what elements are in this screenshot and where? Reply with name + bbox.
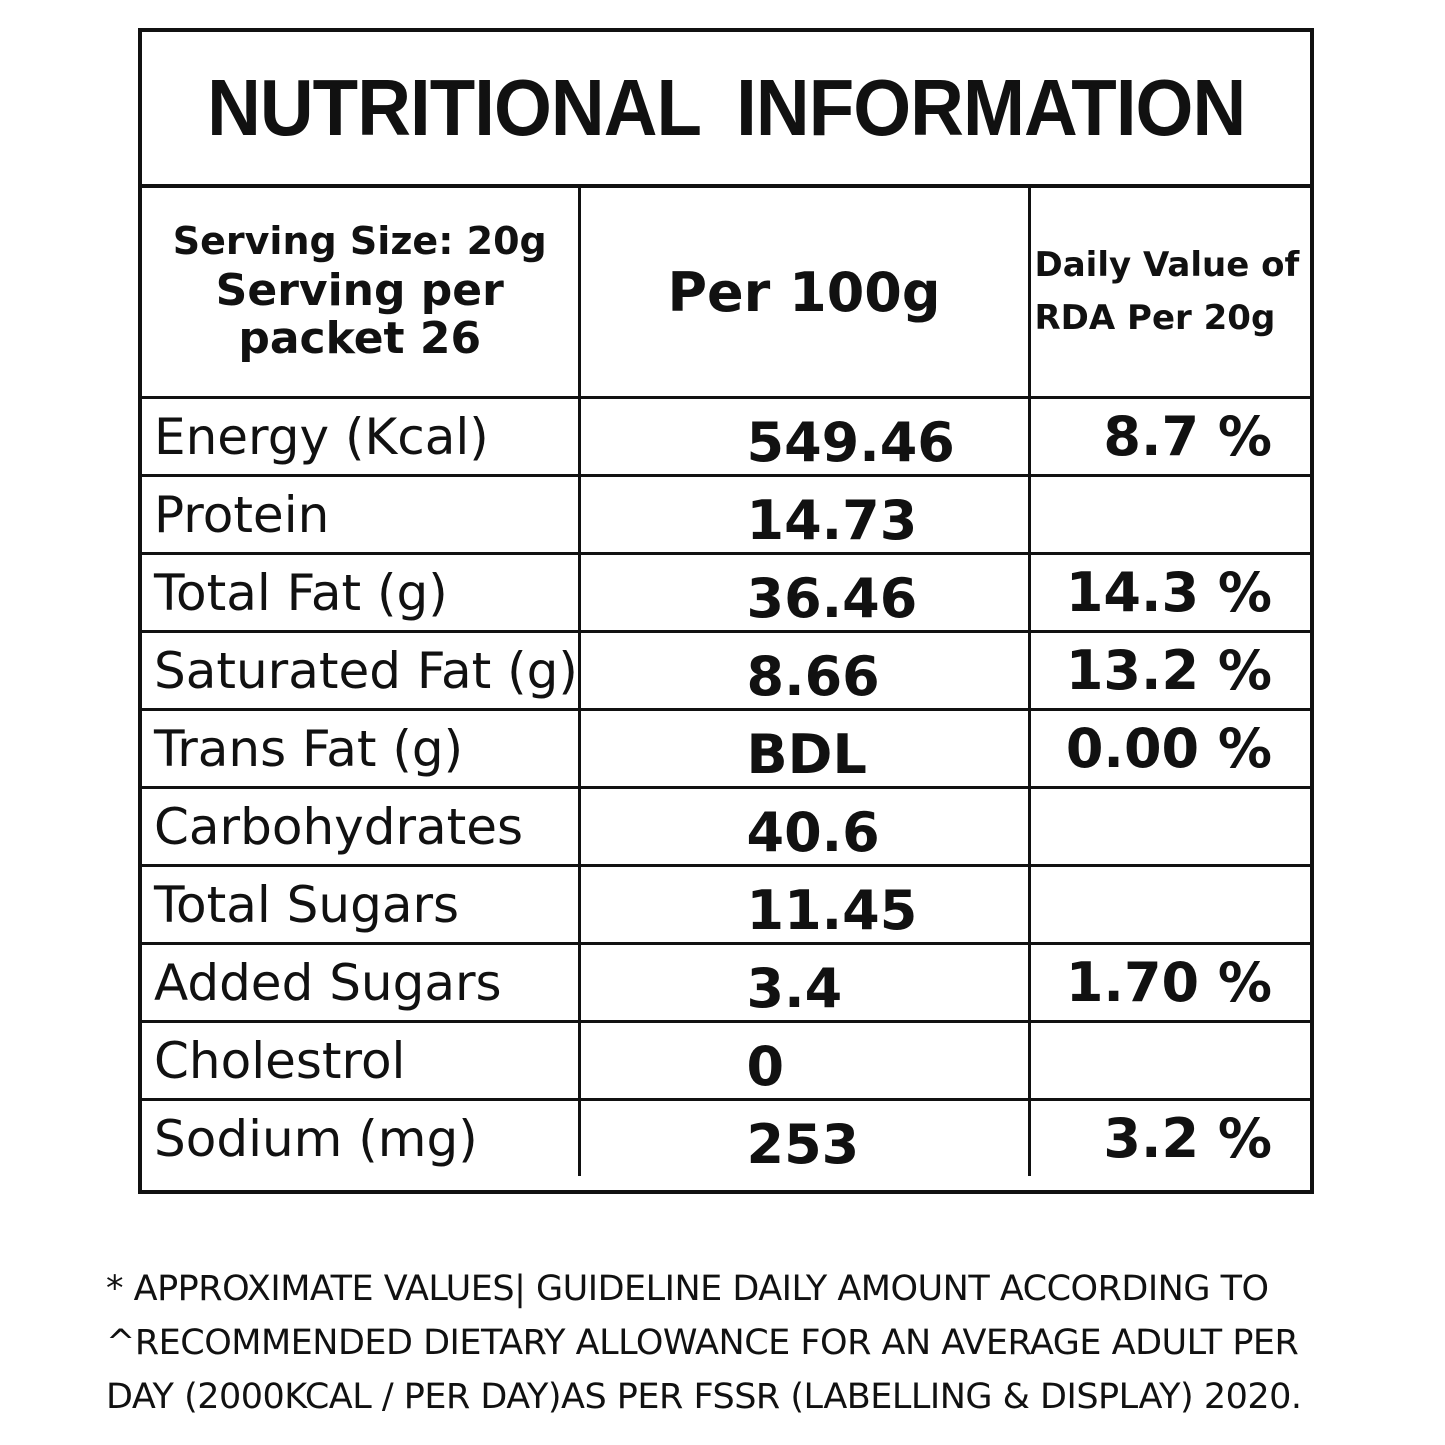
daily-value-header: Daily Value of RDA Per 20g (1027, 188, 1310, 399)
per-100g-header: Per 100g (577, 188, 1031, 399)
servings-per-packet-line1: Serving per (215, 264, 504, 316)
daily-value: 14.3 % (1027, 552, 1310, 633)
per-100g-value: 0 (577, 1020, 1031, 1101)
daily-value (1027, 1020, 1310, 1101)
table-row: Cholestrol 0 (142, 1020, 1310, 1101)
daily-value (1027, 786, 1310, 867)
per-100g-value: 14.73 (577, 474, 1031, 555)
table-row: Added Sugars 3.4 1.70 % (142, 942, 1310, 1023)
daily-value: 3.2 % (1027, 1098, 1310, 1176)
table-header-row: Serving Size: 20g Serving per packet 26 … (142, 188, 1310, 399)
nutrition-label: NUTRITIONAL INFORMATION Serving Size: 20… (138, 28, 1314, 1194)
servings-per-packet-line2: packet 26 (238, 312, 482, 364)
nutrient-name: Carbohydrates (142, 786, 581, 867)
per-100g-value: BDL (577, 708, 1031, 789)
per-100g-value: 253 (577, 1098, 1031, 1176)
table-row: Energy (Kcal) 549.46 8.7 % (142, 396, 1310, 477)
per-100g-value: 3.4 (577, 942, 1031, 1023)
daily-value-header-line1: Daily Value of (1034, 245, 1300, 286)
nutrient-name: Total Fat (g) (142, 552, 581, 633)
nutrient-name: Saturated Fat (g) (142, 630, 581, 711)
nutrient-name: Protein (142, 474, 581, 555)
daily-value (1027, 474, 1310, 555)
daily-value: 1.70 % (1027, 942, 1310, 1023)
nutrient-name: Trans Fat (g) (142, 708, 581, 789)
nutrient-name: Cholestrol (142, 1020, 581, 1101)
label-title: NUTRITIONAL INFORMATION (206, 63, 1246, 152)
per-100g-value: 11.45 (577, 864, 1031, 945)
table-row: Saturated Fat (g) 8.66 13.2 % (142, 630, 1310, 711)
daily-value (1027, 864, 1310, 945)
table-row: Protein 14.73 (142, 474, 1310, 555)
nutrient-name: Added Sugars (142, 942, 581, 1023)
table-row: Trans Fat (g) BDL 0.00 % (142, 708, 1310, 789)
footnote: * APPROXIMATE VALUES| GUIDELINE DAILY AM… (106, 1262, 1406, 1424)
nutrient-name: Energy (Kcal) (142, 396, 581, 477)
table-row: Total Sugars 11.45 (142, 864, 1310, 945)
table-row: Total Fat (g) 36.46 14.3 % (142, 552, 1310, 633)
footnote-line: * APPROXIMATE VALUES| GUIDELINE DAILY AM… (106, 1269, 1269, 1309)
serving-size: Serving Size: 20g (172, 218, 547, 263)
daily-value: 0.00 % (1027, 708, 1310, 789)
footnote-line: DAY (2000KCAL / PER DAY)AS PER FSSR (LAB… (106, 1377, 1302, 1417)
serving-info-cell: Serving Size: 20g Serving per packet 26 (142, 188, 581, 399)
daily-value-header-line2: RDA Per 20g (1034, 298, 1276, 338)
per-100g-value: 549.46 (577, 396, 1031, 477)
table-row: Sodium (mg) 253 3.2 % (142, 1098, 1310, 1176)
nutrition-table: Serving Size: 20g Serving per packet 26 … (142, 188, 1310, 1176)
daily-value: 8.7 % (1027, 396, 1310, 477)
nutrient-name: Sodium (mg) (142, 1098, 581, 1176)
footnote-line: ^RECOMMENDED DIETARY ALLOWANCE FOR AN AV… (106, 1323, 1299, 1363)
per-100g-value: 36.46 (577, 552, 1031, 633)
per-100g-value: 40.6 (577, 786, 1031, 867)
per-100g-value: 8.66 (577, 630, 1031, 711)
daily-value: 13.2 % (1027, 630, 1310, 711)
title-row: NUTRITIONAL INFORMATION (142, 32, 1310, 188)
nutrient-name: Total Sugars (142, 864, 581, 945)
table-row: Carbohydrates 40.6 (142, 786, 1310, 867)
